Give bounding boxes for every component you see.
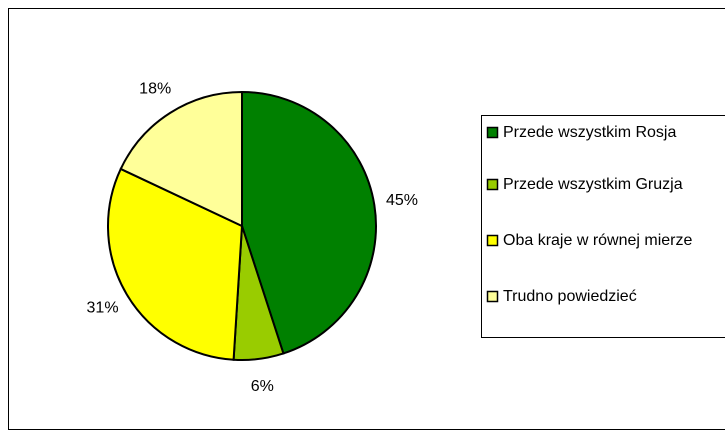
legend-label: Przede wszystkim Rosja [503, 124, 677, 141]
legend-entry: Przede wszystkim Gruzja [503, 176, 683, 193]
data-label: 45% [386, 192, 418, 209]
legend-swatch [486, 290, 499, 303]
legend-swatch [486, 234, 499, 247]
pie-slice [119, 90, 243, 228]
legend-swatch [486, 126, 499, 139]
data-label: 31% [87, 300, 119, 317]
legend-label: Oba kraje w równej mierze [503, 232, 693, 249]
legend-label: Przede wszystkim Gruzja [503, 176, 683, 193]
data-label: 6% [251, 378, 274, 395]
legend-swatch [486, 178, 499, 191]
pie-slice [107, 167, 244, 361]
data-label: 18% [139, 80, 171, 97]
legend-label: Trudno powiedzieć [503, 288, 637, 305]
legend-entry: Trudno powiedzieć [503, 288, 637, 305]
pie-slice [241, 90, 377, 355]
legend-entry: Przede wszystkim Rosja [503, 124, 677, 141]
legend-box [481, 115, 725, 338]
legend-entry: Oba kraje w równej mierze [503, 232, 693, 249]
